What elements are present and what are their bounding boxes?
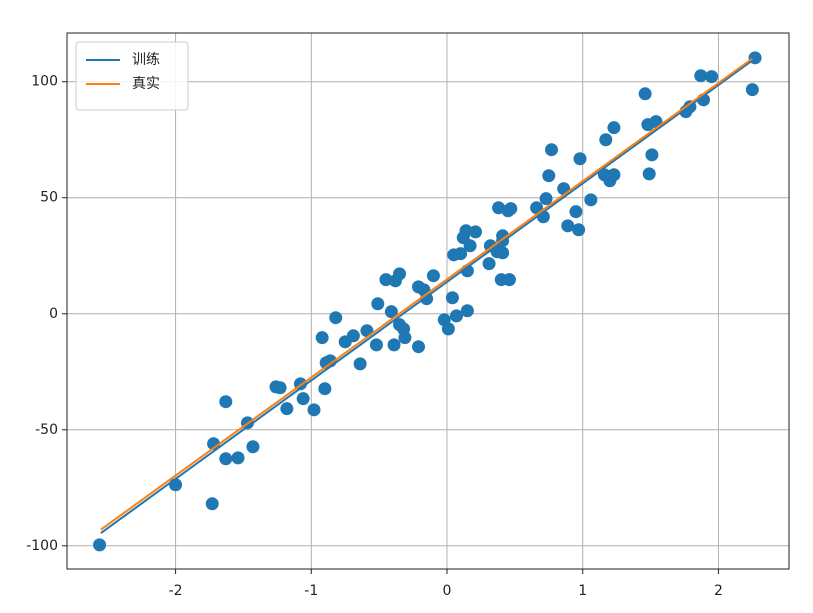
scatter-point bbox=[387, 338, 401, 352]
scatter-point bbox=[360, 324, 374, 338]
scatter-point bbox=[280, 402, 294, 416]
scatter-point bbox=[450, 309, 463, 323]
y-tick-label: 0 bbox=[49, 306, 58, 322]
scatter-point bbox=[745, 83, 759, 97]
scatter-point bbox=[482, 257, 496, 271]
scatter-point bbox=[607, 121, 621, 135]
scatter-point bbox=[346, 329, 360, 343]
x-tick-label: -2 bbox=[169, 583, 183, 599]
scatter-point bbox=[445, 291, 459, 305]
scatter-point bbox=[329, 311, 343, 325]
scatter-point bbox=[459, 224, 473, 238]
scatter-point bbox=[246, 440, 260, 454]
scatter-point bbox=[572, 223, 586, 237]
scatter-point bbox=[705, 70, 719, 84]
line-series bbox=[100, 59, 753, 534]
scatter-point bbox=[315, 331, 329, 345]
scatter-point bbox=[296, 392, 310, 406]
scatter-point bbox=[502, 273, 516, 287]
scatter-point bbox=[93, 538, 107, 552]
scatter-point bbox=[169, 478, 183, 492]
y-tick-label: 50 bbox=[40, 190, 58, 206]
scatter-point bbox=[412, 340, 425, 354]
scatter-point bbox=[584, 193, 598, 207]
scatter-point bbox=[273, 381, 287, 395]
scatter-point bbox=[219, 395, 233, 409]
scatter-point bbox=[642, 167, 656, 181]
scatter-point bbox=[694, 69, 708, 83]
scatter-point bbox=[638, 87, 652, 101]
scatter-point bbox=[384, 305, 398, 319]
scatter-point bbox=[353, 357, 367, 371]
scatter-point bbox=[393, 267, 406, 281]
scatter-point bbox=[539, 192, 553, 206]
scatter-point bbox=[469, 225, 482, 239]
scatter-point bbox=[463, 239, 477, 253]
legend-label: 真实 bbox=[132, 76, 160, 92]
scatter-point bbox=[569, 205, 583, 219]
scatter-point bbox=[379, 273, 393, 287]
x-tick-label: 1 bbox=[578, 583, 587, 599]
scatter-point bbox=[460, 304, 474, 318]
y-tick-label: 100 bbox=[31, 74, 58, 90]
scatter-point bbox=[545, 143, 558, 157]
scatter-point bbox=[496, 246, 510, 260]
scatter-point bbox=[205, 497, 219, 511]
scatter-point bbox=[607, 168, 621, 182]
scatter-point bbox=[441, 322, 455, 336]
scatter-point bbox=[573, 152, 587, 166]
scatter-point bbox=[561, 219, 575, 233]
scatter-point bbox=[426, 269, 440, 283]
scatter-point bbox=[219, 452, 233, 466]
line-series bbox=[100, 57, 753, 531]
scatter-point bbox=[371, 297, 385, 311]
scatter-point bbox=[398, 331, 412, 345]
x-tick-label: 2 bbox=[714, 583, 723, 599]
scatter-point bbox=[645, 148, 659, 162]
scatter-point bbox=[504, 202, 518, 216]
y-tick-label: -50 bbox=[35, 422, 58, 438]
scatter-point bbox=[307, 403, 321, 417]
y-tick-label: -100 bbox=[26, 538, 58, 554]
legend-label: 训练 bbox=[132, 52, 160, 68]
scatter-point bbox=[369, 338, 383, 352]
x-tick-label: 0 bbox=[443, 583, 452, 599]
scatter-point bbox=[231, 451, 245, 465]
scatter-point bbox=[599, 133, 613, 147]
scatter-point bbox=[542, 169, 556, 183]
plot-frame bbox=[66, 32, 790, 570]
scatter-point bbox=[454, 247, 468, 261]
x-tick-label: -1 bbox=[304, 583, 318, 599]
scatter-point bbox=[318, 382, 332, 396]
